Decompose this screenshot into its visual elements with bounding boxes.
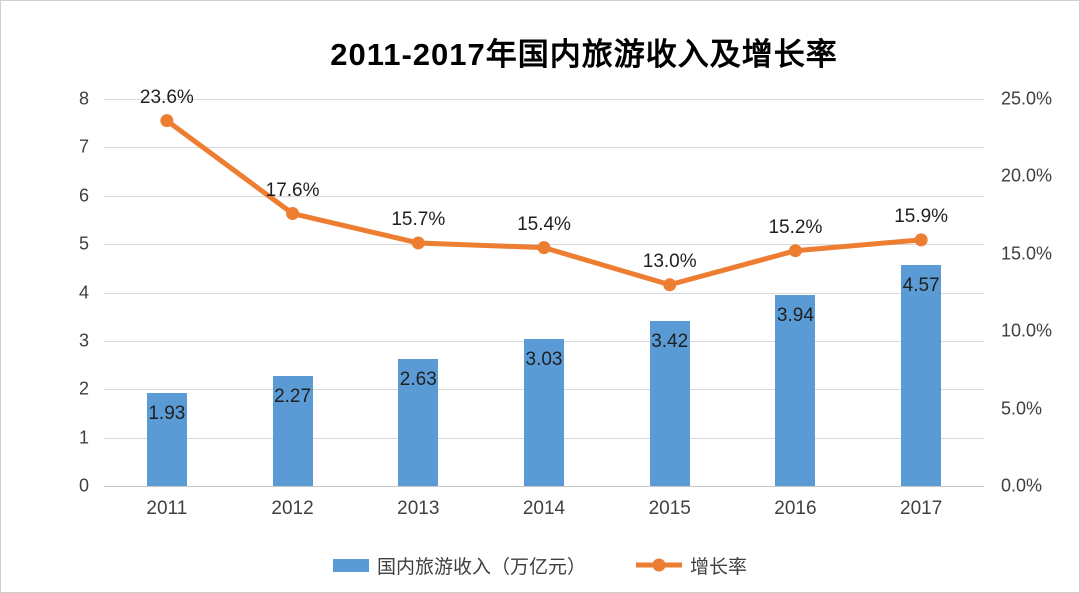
- right-axis-tick-label: 10.0%: [1001, 320, 1053, 341]
- gridline: [104, 195, 984, 197]
- legend: 国内旅游收入（万亿元） 增长率: [1, 552, 1079, 578]
- legend-line-label: 增长率: [690, 556, 748, 578]
- bar: [146, 392, 187, 486]
- line-point-value-label: 15.9%: [894, 205, 949, 227]
- line-point-marker-icon: [788, 244, 802, 258]
- bar: [398, 358, 439, 486]
- x-axis-tick-label: 2014: [522, 498, 566, 519]
- right-axis-tick-label: 5.0%: [1001, 398, 1043, 419]
- bar: [775, 295, 816, 486]
- bar-value-label: 3.42: [651, 330, 689, 352]
- bar-value-label: 4.57: [902, 274, 940, 296]
- left-axis-tick-label: 4: [78, 282, 89, 302]
- left-axis-tick-label: 5: [78, 233, 89, 254]
- plot-area: 0 1 2 3 4 5 6 7 8 0.0% 5.0% 10.0% 15.0% 20.0% 25.0% 201…: [79, 87, 1052, 519]
- line-point-value-label: 15.4%: [517, 213, 571, 235]
- legend-item-growth: 增长率: [636, 552, 747, 579]
- bar-value-label: 3.03: [525, 349, 563, 371]
- left-axis-tick-label: 1: [78, 427, 89, 448]
- x-axis-tick-label: 2012: [271, 498, 314, 519]
- bar: [524, 339, 564, 486]
- x-axis-tick-label: 2017: [900, 498, 943, 519]
- gridline: [104, 292, 984, 294]
- line-point-marker-icon: [663, 278, 677, 292]
- left-axis-tick-label: 2: [78, 378, 89, 399]
- legend-bar-swatch-icon: [332, 558, 369, 572]
- legend-line-swatch-icon: [636, 558, 682, 572]
- line-point-value-label: 13.0%: [642, 250, 697, 272]
- bar: [649, 320, 690, 486]
- bar: [272, 376, 313, 486]
- right-axis-tick-label: 0.0%: [1001, 475, 1043, 496]
- line-point-marker-icon: [286, 207, 300, 221]
- chart-title: 2011-2017年国内旅游收入及增长率: [330, 37, 838, 72]
- legend-item-revenue: 国内旅游收入（万亿元）: [332, 552, 586, 579]
- line-point-value-label: 23.6%: [139, 86, 194, 108]
- legend-bar-label: 国内旅游收入（万亿元）: [376, 556, 586, 578]
- bar-value-label: 2.63: [399, 368, 437, 390]
- line-point-marker-icon: [411, 236, 425, 250]
- line-point-value-label: 17.6%: [265, 179, 320, 201]
- gridline: [104, 147, 984, 149]
- x-axis-tick-label: 2011: [146, 498, 188, 519]
- x-axis-tick-label: 2016: [774, 498, 817, 519]
- gridline: [104, 99, 984, 100]
- line-point-value-label: 15.7%: [391, 208, 446, 230]
- bar-value-label: 1.93: [148, 402, 186, 424]
- left-axis-tick-label: 6: [78, 185, 89, 206]
- left-axis-tick-label: 8: [78, 88, 89, 109]
- line-point-marker-icon: [537, 241, 551, 255]
- growth-line-series: [160, 114, 928, 292]
- left-axis-tick-label: 3: [78, 330, 89, 351]
- growth-line: [164, 118, 924, 288]
- left-axis-tick-label: 7: [78, 136, 89, 157]
- right-axis-tick-label: 25.0%: [1001, 88, 1053, 109]
- bar-value-label: 3.94: [776, 305, 814, 327]
- line-point-marker-icon: [160, 114, 174, 128]
- right-axis-tick-label: 20.0%: [1001, 165, 1053, 186]
- right-axis-tick-label: 15.0%: [1001, 243, 1053, 264]
- bar: [901, 264, 942, 486]
- line-point-marker-icon: [914, 233, 928, 247]
- legend-line-glyph: [636, 558, 682, 572]
- x-axis-tick-label: 2015: [648, 498, 691, 519]
- line-point-value-label: 15.2%: [768, 216, 823, 238]
- bar-value-label: 2.27: [274, 386, 312, 408]
- gridline: [104, 486, 984, 487]
- x-axis-tick-label: 2013: [397, 498, 440, 519]
- left-axis-tick-label: 0: [78, 475, 89, 496]
